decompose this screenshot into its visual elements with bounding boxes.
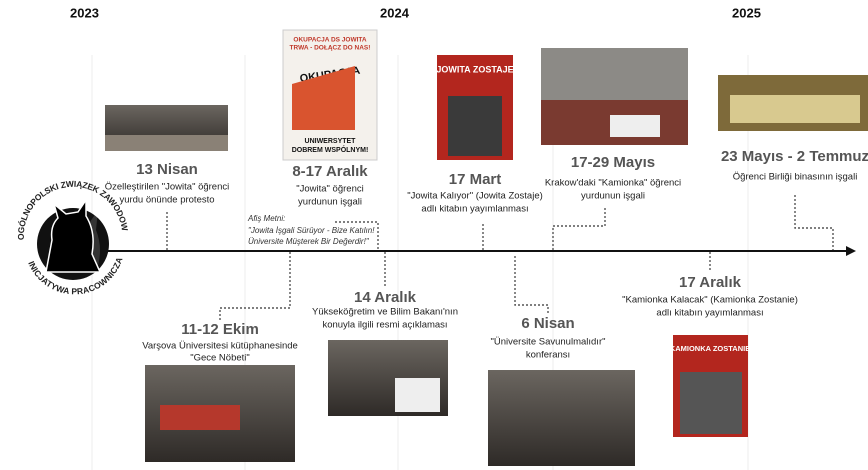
event-desc: Yükseköğretim ve Bilim Bakanı'nın [312,307,458,318]
event-desc: konferansı [526,350,570,361]
connector [552,208,606,250]
poster-building [292,66,355,130]
event-desc: Özelleştirilen "Jowita" öğrenci [105,182,230,193]
event-date: 13 Nisan [136,161,198,178]
event-date: 17-29 Mayıs [571,154,655,171]
book-image [680,372,742,434]
book-image [448,96,502,156]
poster-text: TRWA - DOŁĄCZ DO NAS! [290,45,371,52]
event-desc: yurdu önünde protesto [119,195,214,206]
connector [514,256,549,314]
event-date: 14 Aralık [354,289,417,306]
event-desc: Öğrenci Birliği binasının işgali [733,172,858,183]
poster-text: DOBREM WSPÓLNYM! [292,145,369,154]
event-date: 17 Aralık [679,274,742,291]
book-title: KAMIONKA ZOSTANIE [670,344,750,353]
event-desc: adlı kitabın yayımlanması [656,308,763,319]
event-desc: Varşova Üniversitesi kütüphanesinde [142,341,298,352]
event-desc: konuyla ilgili resmi açıklaması [322,320,447,331]
photo-detail [160,405,240,430]
photo-detail [730,95,860,123]
connector [335,221,379,250]
event-desc: "Gece Nöbeti" [190,353,250,364]
event-desc: yurdunun işgali [298,197,362,208]
axis-arrow [846,246,856,256]
event-desc: Krakow'daki "Kamionka" öğrenci [545,178,681,189]
year: 2025 [732,5,761,20]
poster-text: UNIWERSYTET [305,138,357,145]
year: 2024 [380,5,410,20]
poster-note: Üniversite Müşterek Bir Değerdir!" [248,237,370,246]
event-desc: yurdunun işgali [581,191,645,202]
event-date: 17 Mart [449,171,502,188]
book-title: JOWITA ZOSTAJE [436,64,513,74]
photo [488,370,635,466]
connector [794,195,834,250]
event-desc: "Jowita Kalıyor" (Jowita Zostaje) [407,191,543,202]
event-desc: adlı kitabın yayımlanması [421,204,528,215]
event-desc: "Jowita" öğrenci [296,184,363,195]
poster-note: Afiş Metni: [247,214,285,223]
event-date: 6 Nisan [521,315,574,332]
poster-text: OKUPACJA DS JOWITA [293,37,366,44]
poster-note: "Jowita İşgali Sürüyor - Bize Katılın! [248,226,375,235]
event-date: 8-17 Aralık [292,163,368,180]
event-date: 23 Mayıs - 2 Temmuz [721,148,868,165]
event-desc: "Kamionka Kalacak" (Kamionka Zostanie) [622,295,798,306]
photo-detail [105,135,228,151]
connector [219,252,291,320]
photo-detail [610,115,660,137]
event-desc: "Üniversite Savunulmalıdır" [491,337,606,348]
event-date: 11-12 Ekim [181,321,259,338]
year: 2023 [70,5,99,20]
photo-detail [395,378,440,412]
